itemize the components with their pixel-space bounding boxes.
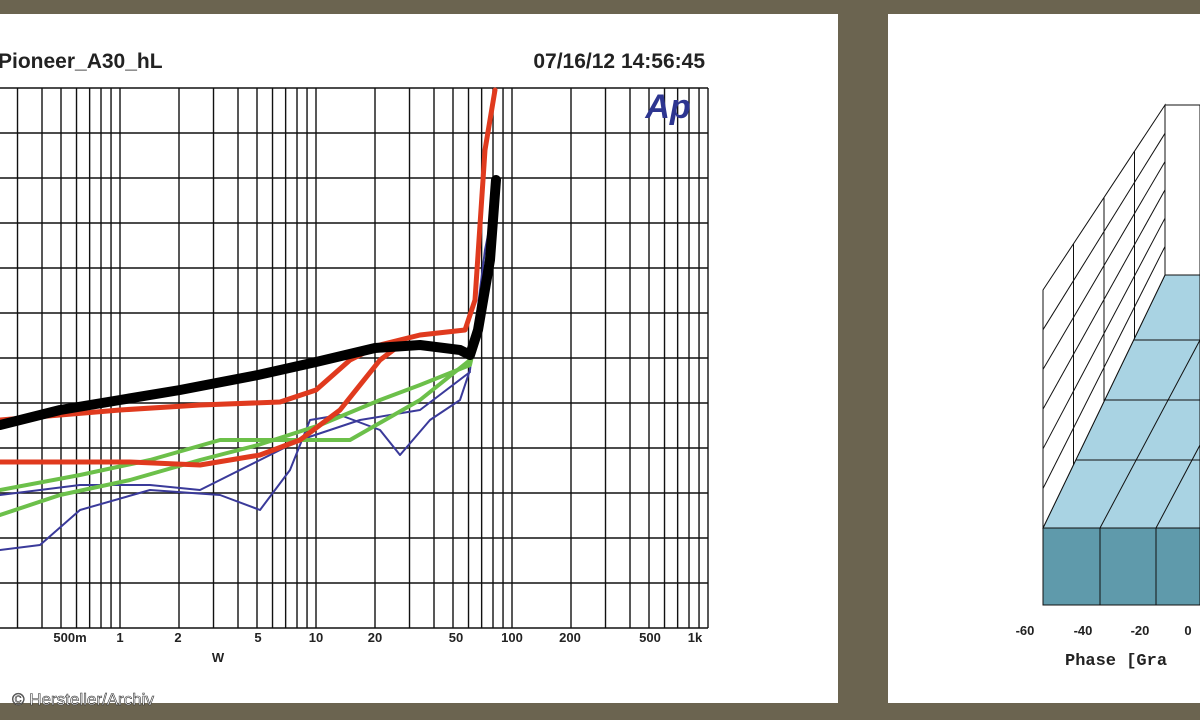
x-tick-label: 50 [449,630,463,645]
curves [0,87,501,551]
x-tick-label: 500 [639,630,661,645]
curve [0,358,472,492]
x-tick-label: 100 [501,630,523,645]
phase-tick-label: -20 [1131,623,1150,638]
curve [0,87,498,423]
chart-title: Pioneer_A30_hL [0,50,163,73]
wall-line [1042,189,1166,410]
phase-plot [1042,103,1200,606]
wall-line [1042,246,1166,489]
x-ticks: 500m 1 2 5 10 20 50 100 200 500 1k [53,630,703,645]
phase-tick-label: -40 [1074,623,1093,638]
phase-ticks: -60 -40 -20 0 [1016,623,1192,638]
x-tick-label: 5 [254,630,261,645]
phase-tick-label: -60 [1016,623,1035,638]
curve [0,342,403,468]
curve [0,199,496,551]
x-tick-label: 500m [53,630,86,645]
grid [0,87,709,629]
x-tick-label: 2 [174,630,181,645]
x-axis-label: W [212,650,225,665]
wall-line [1042,217,1166,450]
phase-tick-label: 0 [1184,623,1191,638]
x-tick-label: 10 [309,630,323,645]
phase-axis-label: Phase [Gra [1065,652,1167,671]
x-tick-label: 200 [559,630,581,645]
x-tick-label: 1 [116,630,123,645]
wall-line [1042,133,1166,330]
x-tick-label: 20 [368,630,382,645]
timestamp: 07/16/12 14:56:45 [533,50,705,73]
curve [0,175,501,430]
logo: Ap [644,88,690,126]
x-tick-label: 1k [688,630,703,645]
front-face [1042,527,1200,606]
credit: © Hersteller/Archiv [12,690,154,709]
wall-line [1042,161,1166,370]
